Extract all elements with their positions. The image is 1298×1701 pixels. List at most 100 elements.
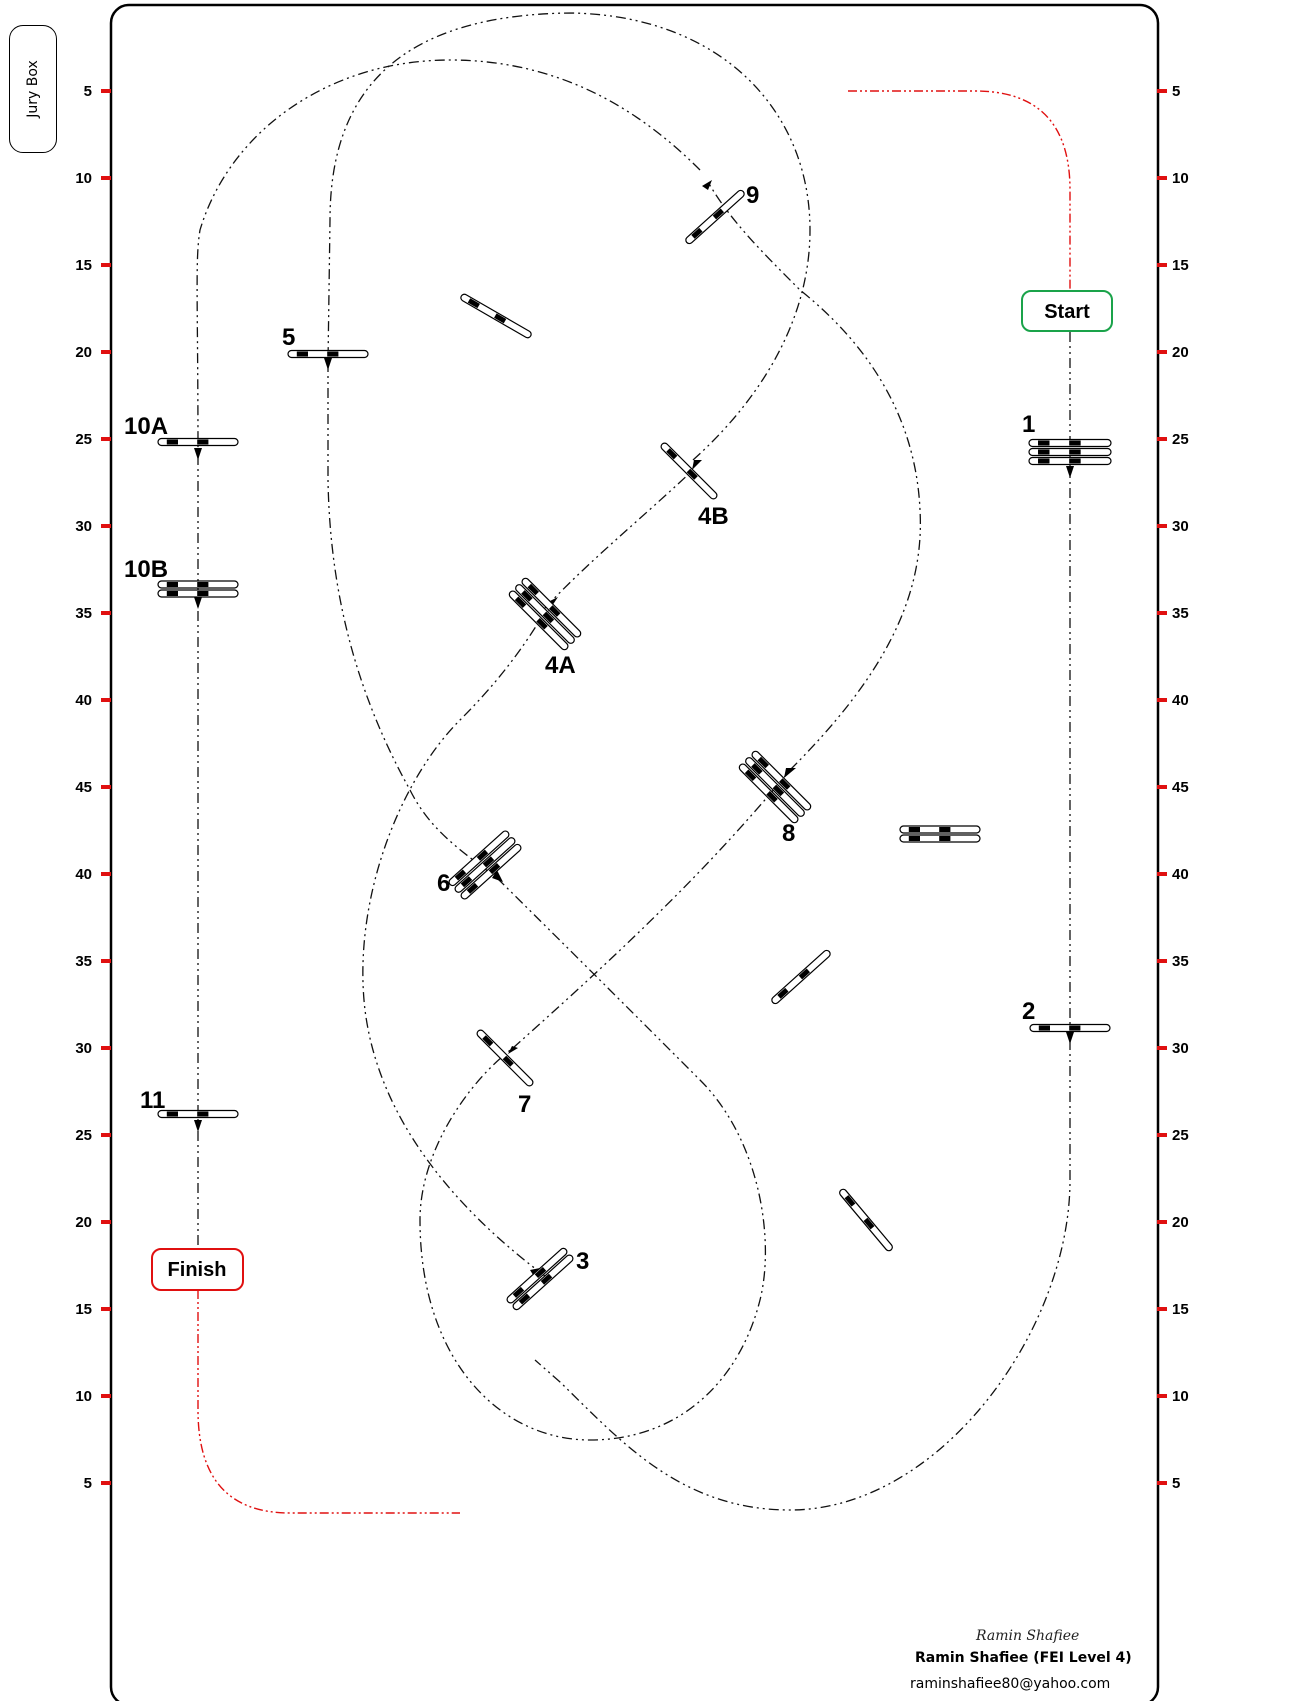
- spare-pole-a: [460, 293, 532, 339]
- pole-stripe: [1069, 458, 1081, 464]
- pole-stripe: [712, 208, 725, 220]
- scale-right-label: 5: [1172, 83, 1180, 100]
- scale-right-label: 40: [1172, 866, 1189, 883]
- pole-stripe: [1069, 1025, 1081, 1031]
- scale-right-label: 45: [1172, 779, 1189, 796]
- scale-right-label: 25: [1172, 1127, 1189, 1144]
- obstacle-11: [157, 1109, 239, 1119]
- pole-stripe: [939, 827, 951, 832]
- obstacle-4a: [508, 577, 582, 651]
- obstacle-10b-label: 10B: [124, 556, 168, 583]
- pole-stripe: [908, 827, 920, 832]
- red-start-route: [848, 90, 1071, 290]
- pole-stripe: [798, 968, 811, 980]
- finish-box: [151, 1248, 244, 1291]
- pole-stripe: [779, 778, 791, 790]
- arena-border: [109, 3, 1160, 1701]
- jumping-route: [196, 12, 1071, 1511]
- obstacle-4b: [660, 442, 718, 500]
- pole-stripe: [494, 313, 507, 324]
- obstacle-9: [685, 189, 745, 245]
- scale-left-label: 35: [75, 953, 92, 970]
- scale-right-label: 35: [1172, 953, 1189, 970]
- scale-right-label: 10: [1172, 1388, 1189, 1405]
- scale-left-label: 40: [75, 692, 92, 709]
- scale-left-label: 10: [75, 1388, 92, 1405]
- pole-stripe: [1038, 1025, 1050, 1031]
- pole-stripe: [844, 1195, 856, 1207]
- obstacle-10b: [157, 580, 239, 598]
- pole-stripe: [1069, 440, 1081, 446]
- author-email: raminshafiee80@yahoo.com: [910, 1676, 1111, 1692]
- pole-stripe: [502, 1055, 514, 1067]
- pole-stripe: [296, 351, 308, 357]
- pole-stripe: [549, 605, 561, 617]
- obstacles: [157, 189, 1112, 1311]
- pole-stripe: [512, 1286, 525, 1298]
- pole-stripe: [197, 1111, 209, 1117]
- pole-stripe: [467, 298, 480, 309]
- obstacle-7-label: 7: [518, 1091, 531, 1118]
- obstacle-8-label: 8: [782, 820, 795, 847]
- pole-stripe: [766, 791, 778, 803]
- pole-stripe: [521, 590, 533, 602]
- obstacle-10a-label: 10A: [124, 413, 168, 440]
- scale-left-label: 15: [75, 257, 92, 274]
- pole-stripe: [482, 856, 495, 868]
- spare-pole-c: [771, 949, 831, 1005]
- pole-stripe: [744, 769, 757, 781]
- spare-pole-d: [839, 1188, 893, 1252]
- obstacle-6-label: 6: [437, 870, 450, 897]
- pole-stripe: [540, 1273, 553, 1285]
- pole-stripe: [197, 591, 209, 596]
- start-box: [1021, 290, 1113, 332]
- route-arrows: [194, 180, 1074, 1278]
- obstacle-5-label: 5: [282, 324, 295, 351]
- pole-stripe: [777, 987, 789, 999]
- scale-right-label: 15: [1172, 257, 1189, 274]
- scale-right-label: 5: [1172, 1475, 1180, 1492]
- pole-stripe: [454, 869, 467, 881]
- scale-right-label: 20: [1172, 344, 1189, 361]
- pole-stripe: [536, 618, 548, 630]
- obstacle-11-label: 11: [140, 1087, 165, 1114]
- pole-stripe: [482, 1035, 494, 1047]
- jury-box: Jury Box: [9, 25, 57, 153]
- pole-stripe: [1038, 449, 1050, 455]
- pole-stripe: [751, 763, 763, 775]
- scale-left-label: 5: [84, 1475, 92, 1492]
- pole-stripe: [166, 1111, 178, 1117]
- pole-stripe: [534, 1267, 547, 1279]
- finish-label: Finish: [168, 1259, 227, 1281]
- pole-stripe: [1069, 449, 1081, 455]
- pole-stripe: [197, 582, 209, 587]
- scale-left-label: 20: [75, 1214, 92, 1231]
- scale-left-label: 10: [75, 170, 92, 187]
- pole-stripe: [166, 582, 178, 587]
- pole-stripe: [686, 468, 698, 480]
- obstacle-1-label: 1: [1022, 411, 1035, 438]
- obstacle-7: [476, 1029, 534, 1087]
- obstacle-8: [738, 750, 812, 824]
- scale-left: 5 10 15 20 25 30 35 40 45 40 35 30 25 20 15 10 5: [75, 83, 111, 1492]
- pole-stripe: [772, 784, 785, 797]
- obstacle-6: [448, 830, 522, 900]
- pole-stripe: [757, 756, 769, 769]
- pole-stripe: [863, 1217, 875, 1230]
- pole-stripe: [466, 882, 479, 894]
- scale-left-label: 25: [75, 1127, 92, 1144]
- obstacle-5: [287, 349, 369, 359]
- scale-right-label: 30: [1172, 1040, 1189, 1057]
- pole-stripe: [1038, 440, 1050, 446]
- obstacle-10a: [157, 437, 239, 447]
- scale-right-label: 30: [1172, 518, 1189, 535]
- pole-stripe: [197, 439, 209, 445]
- scale-left-label: 15: [75, 1301, 92, 1318]
- scale-left-label: 20: [75, 344, 92, 361]
- pole-stripe: [166, 591, 178, 596]
- scale-left-label: 30: [75, 1040, 92, 1057]
- pole-stripe: [908, 836, 920, 841]
- obstacle-2-label: 2: [1022, 998, 1035, 1025]
- pole-stripe: [166, 439, 178, 445]
